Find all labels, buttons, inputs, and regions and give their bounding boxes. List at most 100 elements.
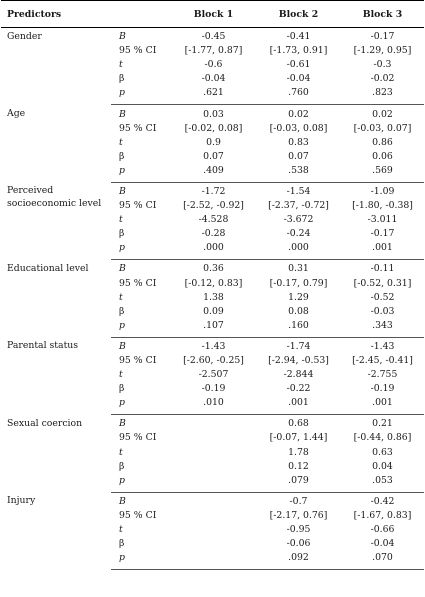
statistic-label: t [119,59,123,71]
predictor-label: Gender [7,31,42,42]
block-3-value: -0.04 [370,538,395,550]
statistic-label: β [119,228,125,240]
block-2-value: -0.22 [286,383,311,395]
statistic-label: β [119,73,125,85]
table-row: t 1.78 0.63 [1,446,424,460]
table-row: t 1.38 1.29 -0.52 [1,291,424,305]
statistic-label: B [119,263,126,275]
block-2-value: .000 [256,241,341,261]
block-3-value: .569 [341,163,424,183]
block-2-value: 0.12 [288,460,309,472]
block-1-value: [-2.60, -0.25] [183,355,244,367]
block-1-value: -0.19 [201,383,226,395]
statistic-label: 95 % CI [119,509,157,521]
block-1-value [171,523,256,537]
block-3-value: -1.09 [370,185,395,197]
table-row: t -0.95 -0.66 [1,523,424,537]
block-2-value: 0.02 [288,108,309,120]
block-3-value: [-1.29, 0.95] [353,45,412,57]
block-2-value: -1.54 [286,185,311,197]
block-1-value: -4.528 [198,214,229,226]
block-1-value: 0.09 [203,305,224,317]
statistic-label: β [119,538,125,550]
block-3-value: 0.21 [372,418,393,430]
block-2-value: 1.78 [288,446,309,458]
block-2-value: -0.06 [286,538,311,550]
block-3-value: .053 [341,473,424,493]
block-3-value: -0.19 [370,383,395,395]
statistic-label: β [119,460,125,472]
block-2-value: -1.74 [286,340,311,352]
table-row: t -4.528 -3.672 -3.011 [1,213,424,227]
block-1-value: -0.45 [201,31,226,43]
block-2-value: .538 [256,163,341,183]
statistic-label: β [119,305,125,317]
block-2-value: [-0.07, 1.44] [269,432,328,444]
block-1-value: -0.04 [201,73,226,85]
header-block-2: Block 2 [256,0,341,28]
statistic-label: 95 % CI [119,45,157,57]
statistic-label: β [119,383,125,395]
statistic-label: t [119,214,123,226]
statistic-label: p [111,551,171,571]
statistic-label: 95 % CI [119,355,157,367]
header-statistic [111,0,171,28]
block-2-value: 0.31 [288,263,309,275]
block-1-value: [-0.02, 0.08] [184,122,243,134]
block-3-value: [-0.03, 0.07] [353,122,412,134]
header-block-3: Block 3 [341,0,424,28]
block-1-value [171,473,256,493]
block-3-value: -2.755 [367,369,398,381]
statistic-label: t [119,524,123,536]
header-row: Predictors Block 1 Block 2 Block 3 [1,0,424,28]
block-3-value: -0.42 [370,495,395,507]
block-1-value: .409 [171,163,256,183]
block-1-value: [-1.77, 0.87] [184,45,243,57]
block-1-value: 0.03 [203,108,224,120]
block-1-value: [-2.52, -0.92] [183,200,244,212]
statistic-label: B [119,495,126,507]
block-2-value: 1.29 [288,291,309,303]
block-2-value: -0.95 [286,524,311,536]
block-3-value: -3.011 [367,214,398,226]
block-1-value: -1.72 [201,185,226,197]
block-2-value: [-0.17, 0.79] [269,277,328,289]
block-3-value: [-0.44, 0.86] [353,432,412,444]
block-1-value: 0.36 [203,263,224,275]
statistic-label: p [111,241,171,261]
statistic-label: B [119,185,126,197]
statistic-label: 95 % CI [119,200,157,212]
table-row: Age B 0.03 0.02 0.02 [1,105,424,122]
statistic-label: p [111,163,171,183]
block-1-value: -0.6 [204,59,223,71]
table-row: 95 % CI [-0.12, 0.83] [-0.17, 0.79] [-0.52,… [1,277,424,291]
block-1-value [171,492,256,509]
statistic-label: t [119,136,123,148]
table-row: Parental status B -1.43 -1.74 -1.43 [1,337,424,354]
table-row: β -0.19 -0.22 -0.19 [1,382,424,396]
statistic-label: p [111,396,171,416]
block-1-value: -1.43 [201,340,226,352]
table-row: 95 % CI [-1.77, 0.87] [-1.73, 0.91] [-1.29,… [1,44,424,58]
statistic-label: B [119,31,126,43]
block-1-value: 1.38 [203,291,224,303]
block-3-value: 0.04 [372,460,393,472]
statistic-label: 95 % CI [119,277,157,289]
statistic-label: p [111,473,171,493]
table-row: β 0.09 0.08 -0.03 [1,305,424,319]
block-3-value: 0.02 [372,108,393,120]
block-2-value: -0.7 [289,495,308,507]
block-3-value: [-0.52, 0.31] [353,277,412,289]
block-3-value: 0.06 [372,150,393,162]
block-2-value: .092 [256,551,341,571]
statistic-label: B [119,418,126,430]
block-2-value: .760 [256,86,341,106]
block-2-value: -0.24 [286,228,311,240]
block-3-value: .070 [341,551,424,571]
block-2-value: [-2.17, 0.76] [269,509,328,521]
block-2-value: -0.04 [286,73,311,85]
block-3-value: .001 [341,241,424,261]
block-3-value: .823 [341,86,424,106]
block-3-value: -0.03 [370,305,395,317]
table-row: p .079.053 [1,473,424,493]
